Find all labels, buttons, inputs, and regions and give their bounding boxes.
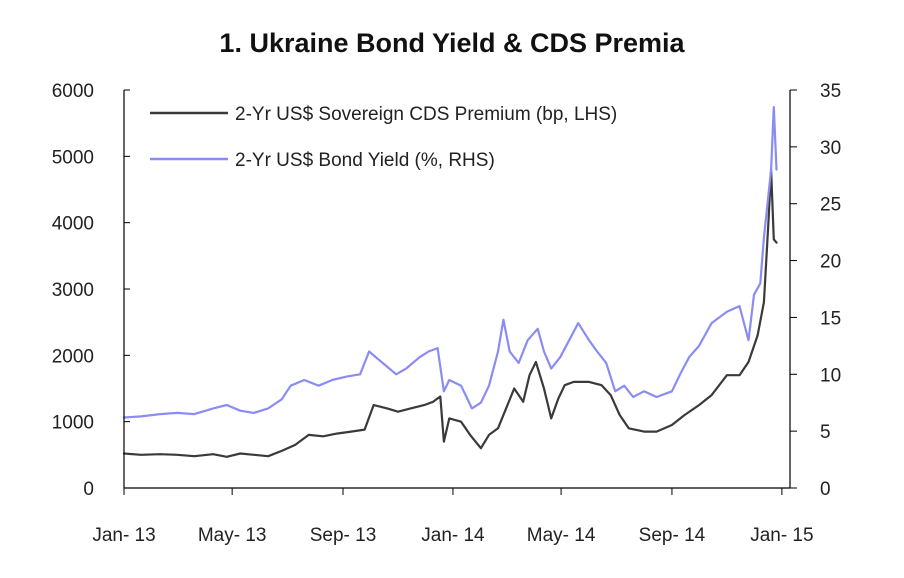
left-tick-label: 1000 [52,413,94,434]
right-tick-label: 5 [820,422,831,443]
legend-label-2: 2-Yr US$ Bond Yield (%, RHS) [235,150,495,171]
x-tick-label: Jan- 13 [92,525,155,546]
series-line-1 [122,168,778,458]
left-tick-label: 4000 [52,214,94,235]
left-tick-label: 5000 [52,147,94,168]
x-tick-label: Sep- 13 [310,525,377,546]
chart-title: 1. Ukraine Bond Yield & CDS Premia [219,28,685,58]
right-tick-label: 20 [820,252,841,273]
legend-label-1: 2-Yr US$ Sovereign CDS Premium (bp, LHS) [235,104,617,125]
right-tick-label: 30 [820,138,841,159]
left-tick-label: 3000 [52,280,94,301]
right-tick-label: 0 [820,479,831,500]
legend: 2-Yr US$ Sovereign CDS Premium (bp, LHS)… [150,104,617,171]
x-tick-label: May- 13 [198,525,267,546]
left-tick-label: 6000 [52,81,94,102]
plot-lines [122,105,778,458]
series-line-2 [122,105,778,419]
x-tick-label: Jan- 14 [421,525,485,546]
right-tick-label: 15 [820,308,841,329]
left-tick-label: 0 [83,479,94,500]
right-tick-label: 35 [820,81,841,102]
axes: 0 1000 2000 3000 4000 5000 6000 0 5 10 15 20 25 30 35 J… [52,81,841,546]
x-tick-label: Jan- 15 [750,525,813,546]
left-tick-label: 2000 [52,346,94,367]
right-tick-label: 10 [820,365,841,386]
right-tick-label: 25 [820,195,841,216]
x-tick-label: Sep- 14 [639,525,706,546]
x-tick-label: May- 14 [527,525,596,546]
